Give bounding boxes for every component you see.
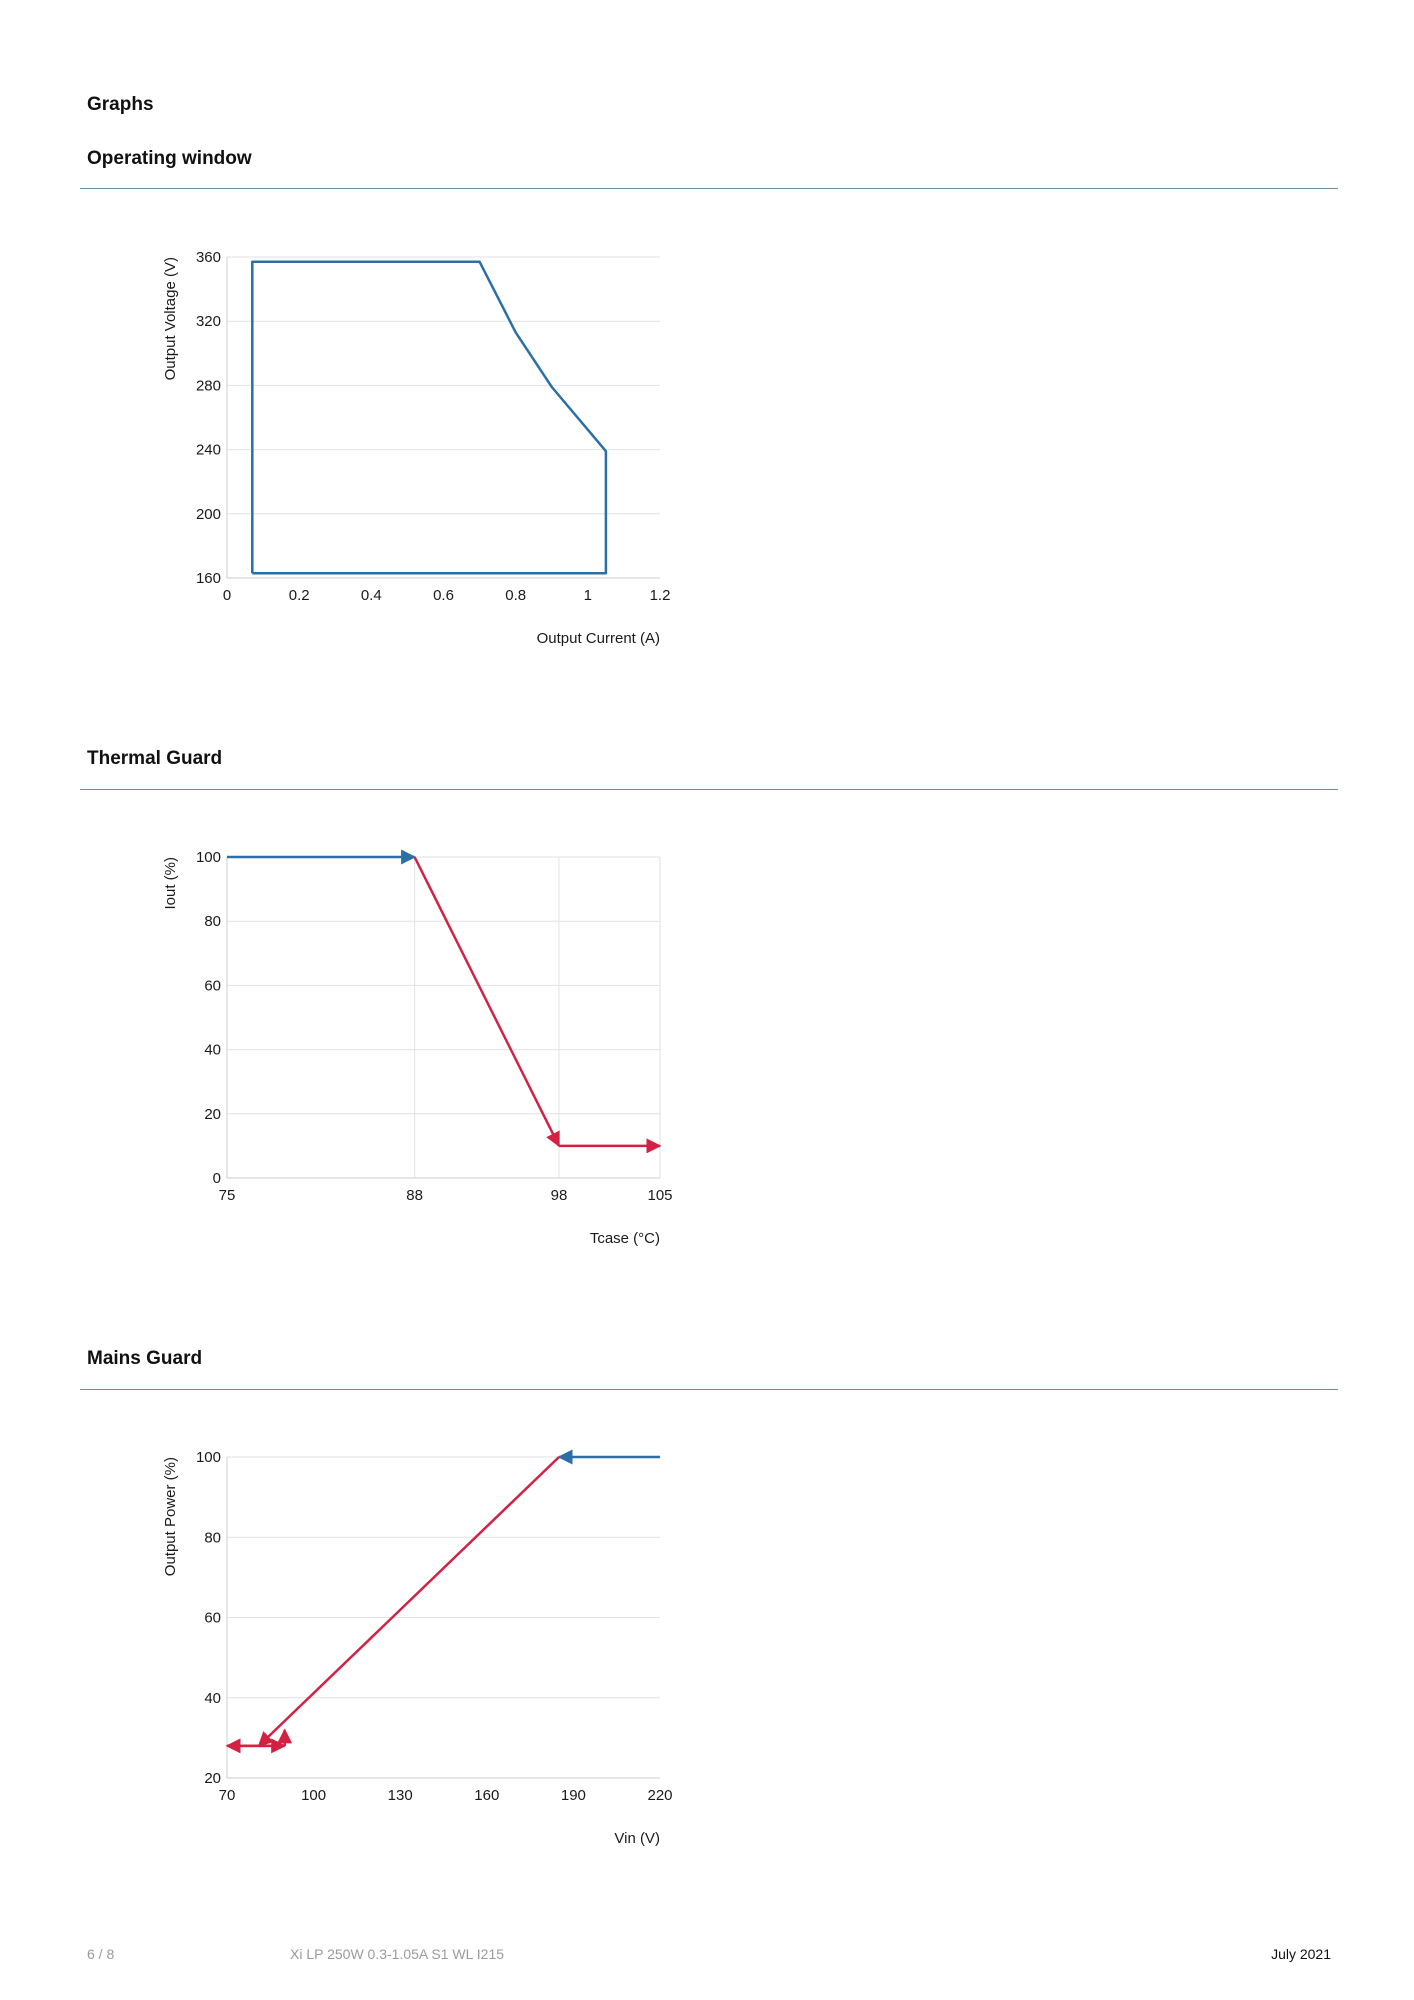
y-axis-label: Output Voltage (V) bbox=[162, 257, 179, 380]
chart-operating-window: 160 200 240 280 320 360 0 0.2 0.4 0.6 0.8 1 1.2 Outpu… bbox=[150, 225, 690, 695]
y-tick-label: 280 bbox=[196, 377, 221, 394]
x-tick-label: 0.4 bbox=[361, 587, 382, 604]
footer-product-name: Xi LP 250W 0.3-1.05A S1 WL I215 bbox=[290, 1946, 505, 1962]
y-tick-label: 60 bbox=[204, 1610, 221, 1627]
section-title-mains-guard: Mains Guard bbox=[87, 1348, 203, 1369]
section-title-thermal-guard: Thermal Guard bbox=[87, 748, 223, 769]
x-tick-label: 75 bbox=[219, 1187, 236, 1204]
operating-window-svg: 160 200 240 280 320 360 0 0.2 0.4 0.6 0.8 1 1.2 Outpu… bbox=[162, 249, 671, 647]
x-tick-label: 100 bbox=[301, 1787, 326, 1804]
x-tick-label: 98 bbox=[551, 1187, 568, 1204]
footer-date: July 2021 bbox=[1271, 1946, 1331, 1962]
series-line bbox=[413, 856, 561, 1148]
y-tick-label: 200 bbox=[196, 506, 221, 523]
x-tick-label: 130 bbox=[388, 1787, 413, 1804]
footer-page-number: 6 / 8 bbox=[87, 1946, 115, 1962]
y-tick-label: 60 bbox=[204, 977, 221, 994]
y-tick-label: 40 bbox=[204, 1042, 221, 1059]
x-axis-label: Output Current (A) bbox=[537, 630, 660, 647]
y-tick-label: 80 bbox=[204, 1529, 221, 1546]
y-tick-label: 20 bbox=[204, 1106, 221, 1123]
x-tick-label: 88 bbox=[406, 1187, 423, 1204]
x-axis-label: Tcase (°C) bbox=[590, 1230, 660, 1247]
x-tick-label: 1 bbox=[584, 587, 592, 604]
page-heading: Graphs bbox=[87, 94, 154, 115]
y-tick-label: 320 bbox=[196, 313, 221, 330]
section-divider bbox=[80, 188, 1338, 189]
x-tick-label: 0 bbox=[223, 587, 231, 604]
thermal-guard-svg: 0 20 40 60 80 100 75 88 98 105 Tcase (°C) Iout (%) bbox=[162, 849, 673, 1247]
x-tick-label: 0.2 bbox=[289, 587, 310, 604]
series-line bbox=[251, 260, 608, 575]
y-tick-label: 40 bbox=[204, 1690, 221, 1707]
chart-mains-guard: 20 40 60 80 100 70 100 130 160 190 220 Vin (V) Outpu… bbox=[150, 1425, 690, 1895]
y-tick-label: 0 bbox=[213, 1170, 221, 1187]
x-tick-label: 220 bbox=[647, 1787, 672, 1804]
y-tick-label: 360 bbox=[196, 249, 221, 266]
y-axis-label: Iout (%) bbox=[162, 857, 179, 910]
y-axis-label: Output Power (%) bbox=[162, 1457, 179, 1576]
y-tick-label: 80 bbox=[204, 913, 221, 930]
section-divider bbox=[80, 789, 1338, 790]
x-tick-label: 105 bbox=[647, 1187, 672, 1204]
x-axis-label: Vin (V) bbox=[614, 1830, 660, 1847]
y-tick-label: 100 bbox=[196, 1449, 221, 1466]
x-tick-label: 0.6 bbox=[433, 587, 454, 604]
x-tick-label: 0.8 bbox=[505, 587, 526, 604]
chart-thermal-guard: 0 20 40 60 80 100 75 88 98 105 Tcase (°C) Iout (%) bbox=[150, 825, 690, 1295]
y-tick-label: 160 bbox=[196, 570, 221, 587]
x-tick-label: 160 bbox=[474, 1787, 499, 1804]
series-line bbox=[257, 1456, 560, 1747]
mains-guard-svg: 20 40 60 80 100 70 100 130 160 190 220 Vin (V) Outpu… bbox=[162, 1449, 673, 1847]
y-tick-label: 20 bbox=[204, 1770, 221, 1787]
x-tick-label: 190 bbox=[561, 1787, 586, 1804]
section-divider bbox=[80, 1389, 1338, 1390]
y-tick-label: 100 bbox=[196, 849, 221, 866]
section-title-operating-window: Operating window bbox=[87, 148, 252, 169]
x-tick-label: 70 bbox=[219, 1787, 236, 1804]
x-tick-label: 1.2 bbox=[650, 587, 671, 604]
y-tick-label: 240 bbox=[196, 442, 221, 459]
